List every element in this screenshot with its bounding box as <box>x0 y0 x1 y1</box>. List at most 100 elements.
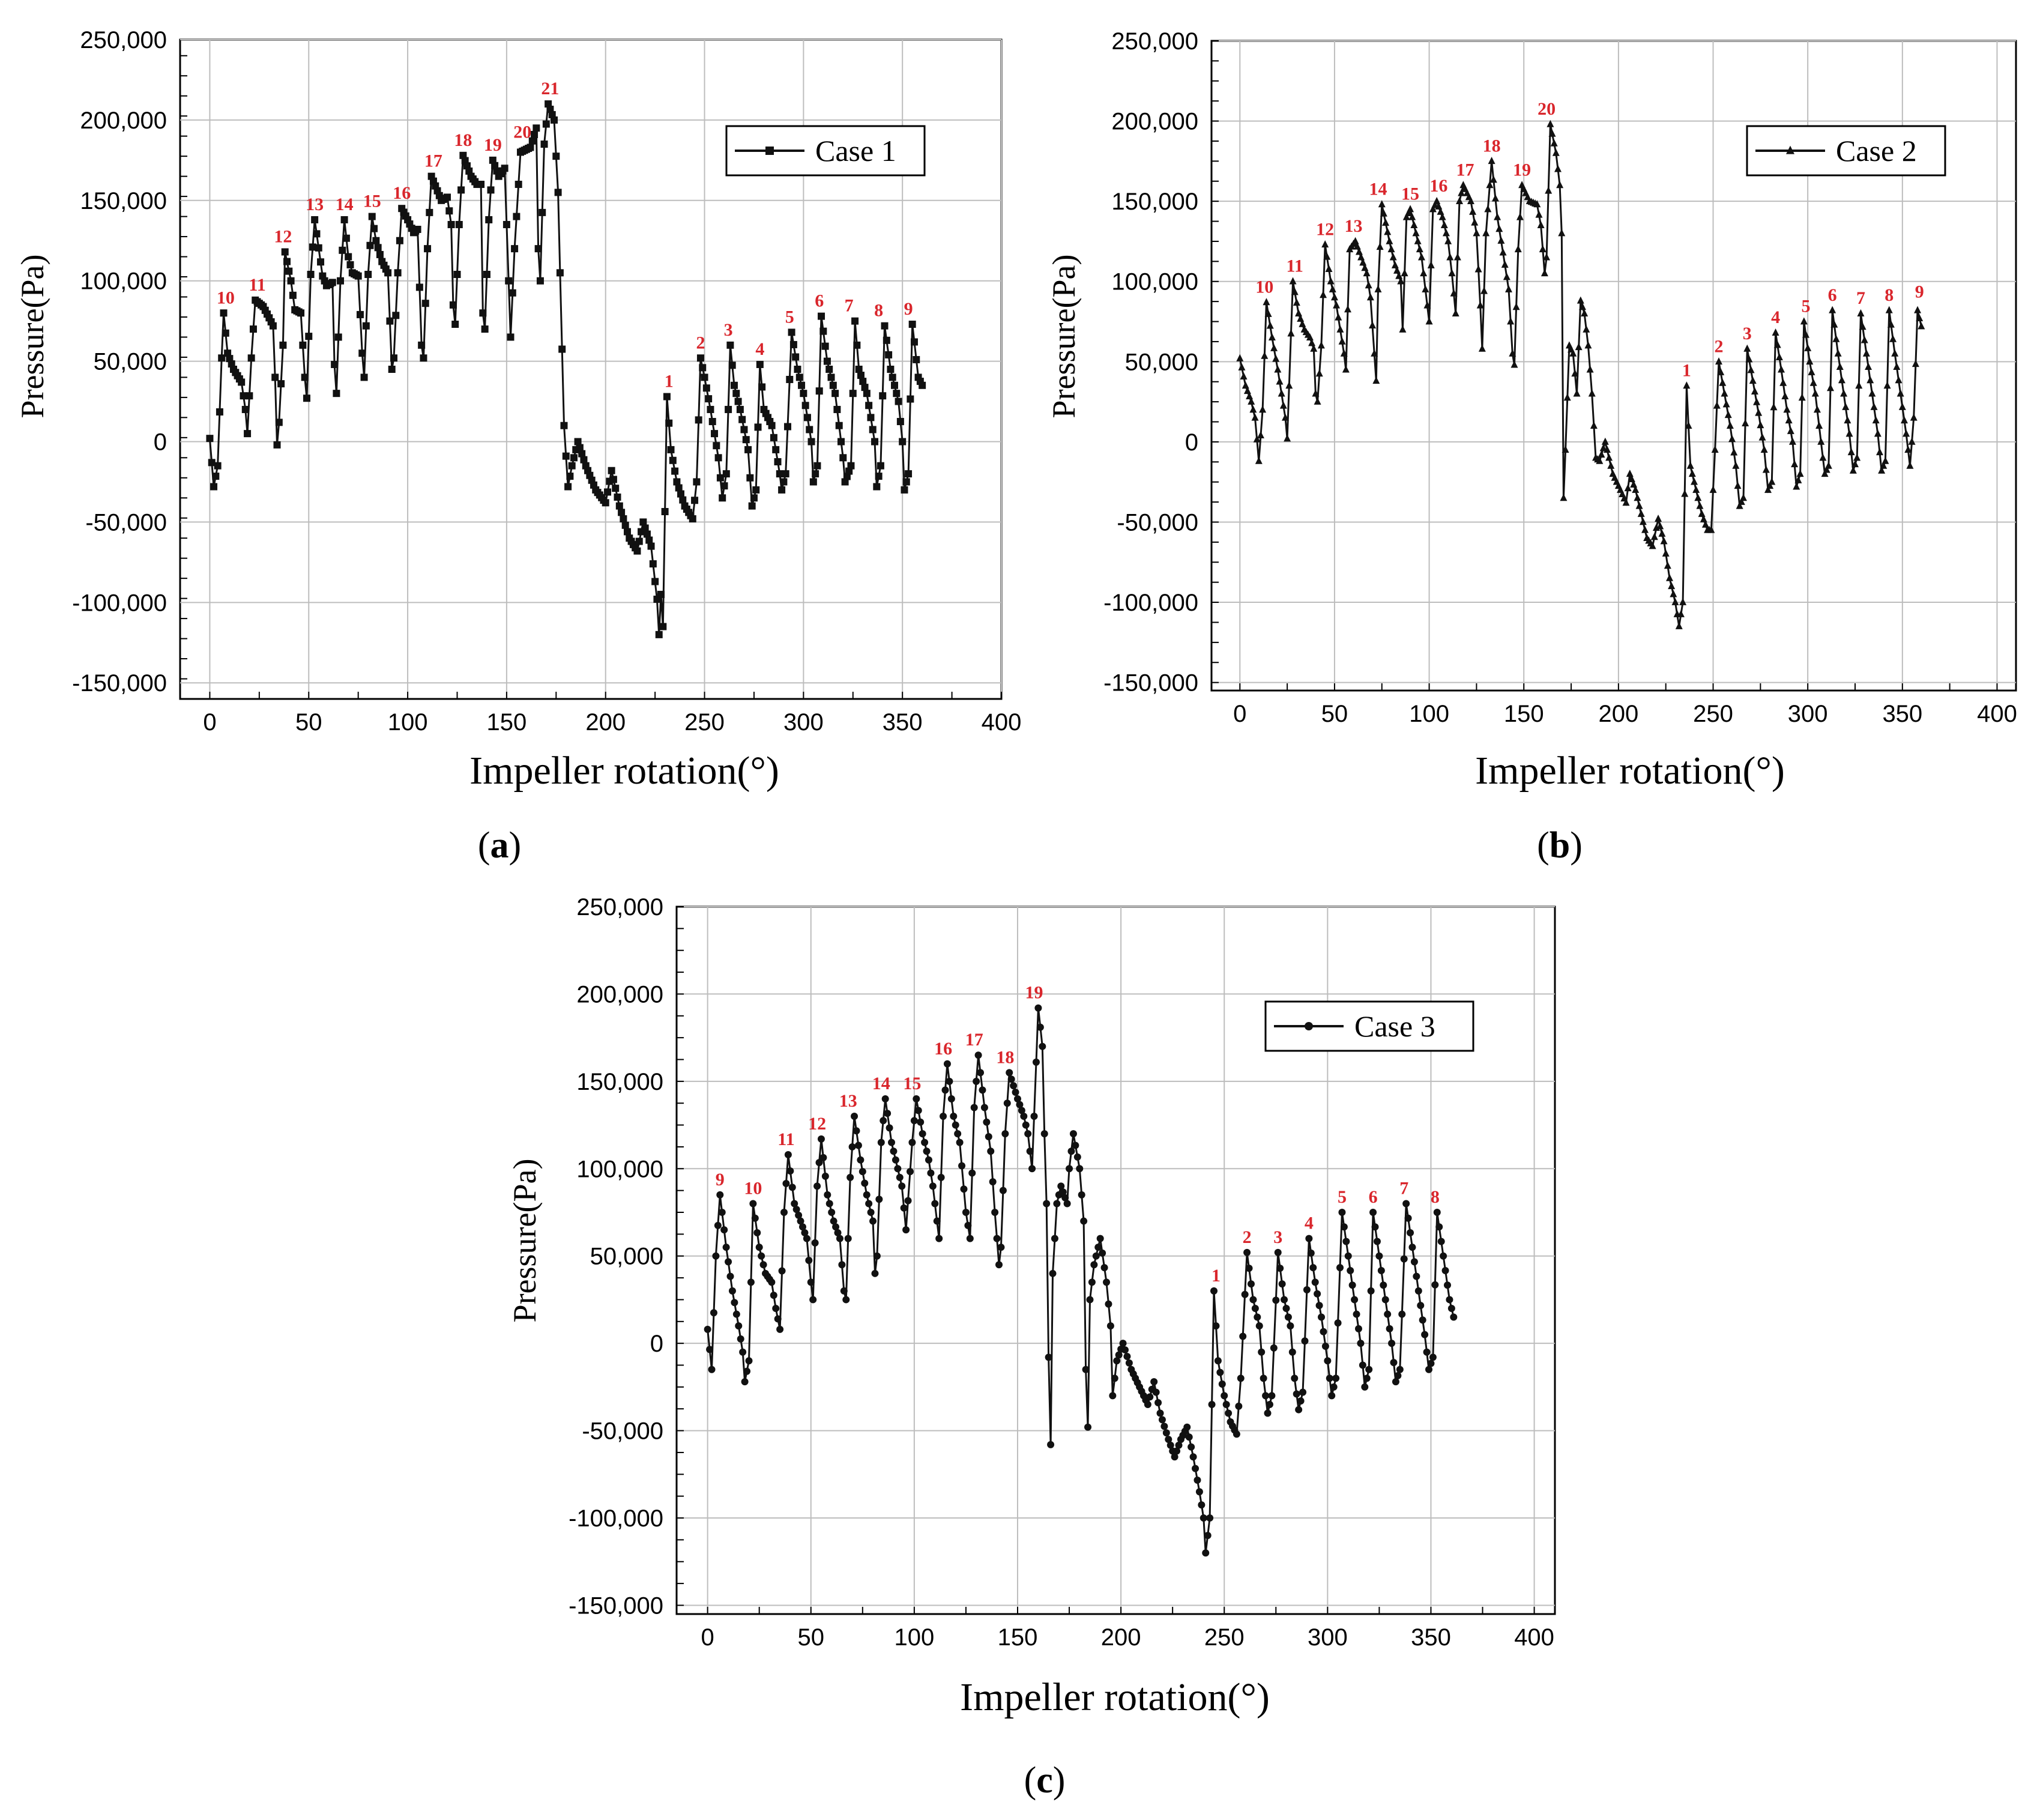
panel-b: 0 50 100 150 200 250 300 350 400 -150,000-100,00… <box>1046 28 2017 866</box>
y-tick-label: 200,000 <box>80 107 167 134</box>
data-point <box>732 1310 740 1318</box>
data-point <box>309 243 316 251</box>
data-point <box>1715 357 1722 365</box>
data-point <box>1007 1075 1015 1083</box>
data-point <box>1359 258 1367 266</box>
data-point <box>716 1191 724 1199</box>
data-point <box>853 341 861 349</box>
data-point <box>1507 317 1515 325</box>
data-point <box>1649 542 1656 549</box>
data-point <box>1785 416 1793 424</box>
data-point <box>840 1287 848 1295</box>
data-point <box>1288 1348 1296 1356</box>
data-point <box>1793 482 1800 490</box>
x-tick-label: 300 <box>1308 1624 1348 1651</box>
data-point <box>886 1124 893 1132</box>
data-point <box>821 1172 829 1180</box>
data-point <box>346 261 354 268</box>
data-point <box>1764 485 1772 493</box>
data-point <box>1842 402 1850 410</box>
y-axis-title-c: Pressure(Pa) <box>507 1159 543 1323</box>
data-point <box>1495 225 1503 232</box>
data-point <box>528 137 536 145</box>
data-point <box>1819 453 1827 461</box>
data-point <box>1396 1365 1404 1373</box>
data-point <box>362 322 370 330</box>
data-point <box>1435 1223 1443 1231</box>
data-point <box>904 1197 912 1205</box>
data-point <box>1377 1266 1385 1274</box>
data-point <box>752 486 760 494</box>
data-point <box>806 426 813 434</box>
data-point <box>1374 285 1382 292</box>
data-point <box>421 300 429 307</box>
data-point <box>449 301 457 309</box>
data-point <box>800 390 807 398</box>
data-point <box>1688 470 1696 477</box>
data-point <box>893 390 901 398</box>
panel-caption-c: (c) <box>1024 1760 1066 1801</box>
data-point <box>884 1110 892 1117</box>
data-point <box>1357 1340 1365 1347</box>
x-tick-label: 50 <box>295 709 322 736</box>
minor-ticks-a <box>180 55 1002 700</box>
data-point <box>1821 470 1829 477</box>
caption-letter-a: a <box>490 825 509 866</box>
data-point <box>743 1367 751 1375</box>
data-point <box>867 1209 875 1217</box>
data-point <box>307 270 315 278</box>
data-point <box>1641 525 1649 533</box>
peak-label: 5 <box>785 307 794 327</box>
data-point <box>1815 421 1823 429</box>
data-point <box>1732 461 1740 469</box>
x-tick-label: 50 <box>1321 701 1348 727</box>
data-point <box>1016 1101 1024 1108</box>
data-point <box>857 1156 865 1164</box>
data-point <box>1489 175 1497 183</box>
data-point <box>247 354 255 362</box>
data-point <box>1473 229 1480 237</box>
data-point <box>1212 1322 1220 1330</box>
data-point <box>1045 1353 1052 1361</box>
data-point <box>702 384 710 392</box>
data-point <box>1057 1182 1065 1190</box>
data-point <box>1666 573 1674 581</box>
series-line <box>1239 124 1922 627</box>
data-point <box>1404 1214 1412 1222</box>
data-point <box>1809 378 1817 386</box>
data-point <box>1076 1165 1084 1173</box>
data-point <box>1222 1400 1230 1408</box>
data-point <box>1844 416 1851 424</box>
data-point <box>824 1191 831 1199</box>
data-point <box>774 1315 782 1323</box>
x-tick-label: 200 <box>1599 701 1639 727</box>
data-point <box>1297 1397 1305 1405</box>
data-point <box>1412 229 1420 237</box>
y-tick-label: 250,000 <box>1111 28 1198 55</box>
data-point <box>728 361 736 369</box>
data-point <box>1717 367 1725 375</box>
data-point <box>620 515 627 523</box>
data-point <box>1694 494 1702 501</box>
data-point <box>1363 269 1371 277</box>
peak-label: 17 <box>1456 160 1474 180</box>
data-point <box>875 1196 883 1203</box>
data-point <box>1543 253 1551 261</box>
data-point <box>1295 309 1303 316</box>
data-point <box>809 1296 817 1304</box>
data-point <box>1658 529 1666 537</box>
y-tick-label: 200,000 <box>576 981 663 1008</box>
data-point <box>941 1086 949 1094</box>
data-point <box>1516 213 1524 220</box>
data-point <box>1494 213 1501 220</box>
caption-letter-c: c <box>1036 1760 1053 1801</box>
data-point <box>289 291 297 299</box>
data-point <box>1261 351 1269 359</box>
data-point <box>564 483 572 491</box>
data-point <box>1696 501 1704 509</box>
data-point <box>1274 365 1282 373</box>
data-point <box>1248 397 1255 405</box>
data-point <box>1096 1235 1104 1242</box>
data-point <box>1675 621 1683 629</box>
data-point <box>1845 429 1853 437</box>
